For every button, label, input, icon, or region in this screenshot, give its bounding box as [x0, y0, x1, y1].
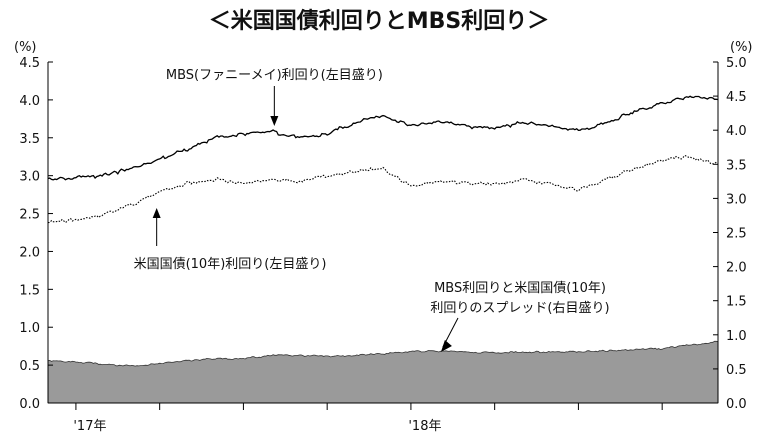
right-tick-label: 4.5	[726, 90, 747, 105]
right-axis-unit: (%)	[730, 40, 753, 55]
annotations-layer: MBS(ファニーメイ)利回り(左目盛り) 米国国債(10年)利回り(左目盛り) MB…	[134, 68, 610, 352]
left-tick-label: 2.0	[19, 245, 40, 260]
left-tick-label: 1.0	[19, 321, 40, 336]
right-tick-label: 0.0	[726, 397, 747, 412]
year-label: '17年	[73, 419, 106, 434]
right-tick-label: 4.0	[726, 124, 747, 139]
spread-annotation-line1: MBS利回りと米国国債(10年)	[434, 281, 606, 296]
right-tick-label: 2.0	[726, 261, 747, 276]
left-tick-label: 4.5	[19, 56, 40, 71]
left-tick-label: 2.5	[19, 208, 40, 223]
axes-layer: 0.0 0.5 1.0 1.5 2.0 2.5 3.0 3.5 4.0 4.5 0.0 0.5 1.0 1…	[19, 56, 746, 434]
right-tick-label: 3.5	[726, 158, 747, 173]
left-tick-label: 0.0	[19, 397, 40, 412]
yield-lines-layer	[47, 95, 719, 224]
left-axis-unit: (%)	[14, 40, 37, 55]
spread-annotation-line2: 利回りのスプレッド(右目盛り)	[430, 301, 609, 316]
right-tick-label: 3.0	[726, 192, 747, 207]
spread-area-layer	[47, 340, 719, 404]
left-tick-label: 3.0	[19, 170, 40, 185]
right-tick-label: 2.5	[726, 227, 747, 242]
mbs-arrow-head	[270, 116, 279, 126]
right-tick-label: 5.0	[726, 56, 747, 71]
treasury-annotation: 米国国債(10年)利回り(左目盛り)	[134, 257, 327, 272]
left-tick-label: 1.5	[19, 283, 40, 298]
mbs-yield-line	[47, 95, 719, 181]
spread-arrow-head	[440, 340, 452, 352]
left-tick-label: 0.5	[19, 359, 40, 374]
treasury-yield-line	[47, 154, 719, 224]
chart-title: ＜米国国債利回りとMBS利回り＞	[209, 9, 550, 34]
right-tick-label: 0.5	[726, 363, 747, 378]
right-tick-label: 1.5	[726, 295, 747, 310]
right-tick-label: 1.0	[726, 329, 747, 344]
left-tick-label: 3.5	[19, 132, 40, 147]
treasury-arrow-head	[152, 208, 161, 218]
left-tick-label: 4.0	[19, 94, 40, 109]
mbs-annotation: MBS(ファニーメイ)利回り(左目盛り)	[166, 68, 383, 83]
year-label: '18年	[408, 419, 441, 434]
spread-area	[47, 340, 719, 404]
